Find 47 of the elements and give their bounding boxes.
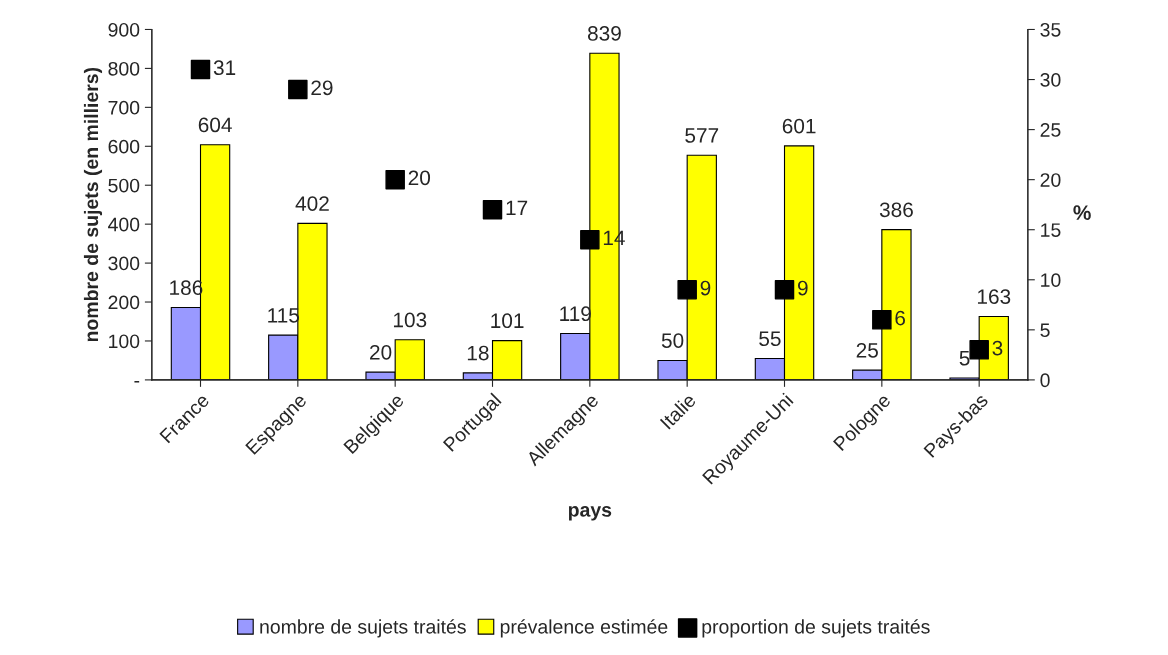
data-label: 5 (959, 350, 970, 366)
y2-tick-label: 5 (1040, 323, 1050, 338)
data-label: 163 (977, 289, 1011, 304)
data-label: 6 (895, 310, 906, 326)
data-label: 402 (295, 196, 329, 211)
data-label: 386 (879, 202, 913, 218)
legend-label: proportion de sujets traités (702, 619, 930, 638)
y-tick-label: 900 (108, 22, 140, 37)
data-label: 103 (393, 312, 427, 328)
y-tick-label: 100 (109, 334, 140, 349)
data-label: 101 (491, 313, 524, 329)
y2-axis-title: % (1073, 205, 1091, 220)
y2-tick-label: 0 (1040, 373, 1050, 388)
y2-tick-label: 15 (1041, 223, 1061, 237)
y-axis-title: nombre de sujets (en milliers) (83, 67, 103, 342)
y2-tick-label: 25 (1040, 123, 1061, 137)
x-axis-title: pays (568, 506, 612, 521)
data-label: 577 (685, 128, 719, 143)
y2-tick-label: 30 (1040, 73, 1061, 87)
data-label: 601 (782, 118, 816, 134)
y2-tick-label: 20 (1040, 173, 1061, 187)
y2-tick-label: 35 (1040, 22, 1061, 37)
data-label: 839 (587, 26, 621, 41)
y-tick-label: 800 (108, 61, 140, 76)
data-label: 25 (856, 342, 878, 358)
y2-tick-label: 10 (1041, 273, 1061, 288)
y-tick-label: 400 (108, 217, 140, 232)
data-label: 20 (370, 344, 392, 360)
data-label: 31 (213, 60, 236, 76)
legend-label: prévalence estimée (500, 619, 668, 638)
data-label: 9 (797, 280, 808, 296)
data-label: 50 (661, 333, 684, 348)
y-tick-label: 600 (108, 139, 140, 154)
y-tick-label: 300 (108, 256, 140, 271)
y-tick-label: 200 (108, 295, 140, 310)
data-label: 55 (759, 331, 781, 347)
y-tick-label: 700 (108, 100, 140, 115)
data-label: 9 (700, 280, 711, 296)
data-label: 20 (408, 170, 431, 186)
y-tick-label: 500 (108, 178, 140, 193)
data-label: 3 (992, 340, 1003, 356)
y-tick-label: - (134, 381, 140, 383)
data-label: 29 (311, 80, 333, 96)
legend-label: nombre de sujets traités (260, 619, 466, 638)
data-label: 17 (506, 200, 528, 216)
data-label: 604 (198, 117, 232, 133)
data-label: 18 (467, 345, 489, 361)
